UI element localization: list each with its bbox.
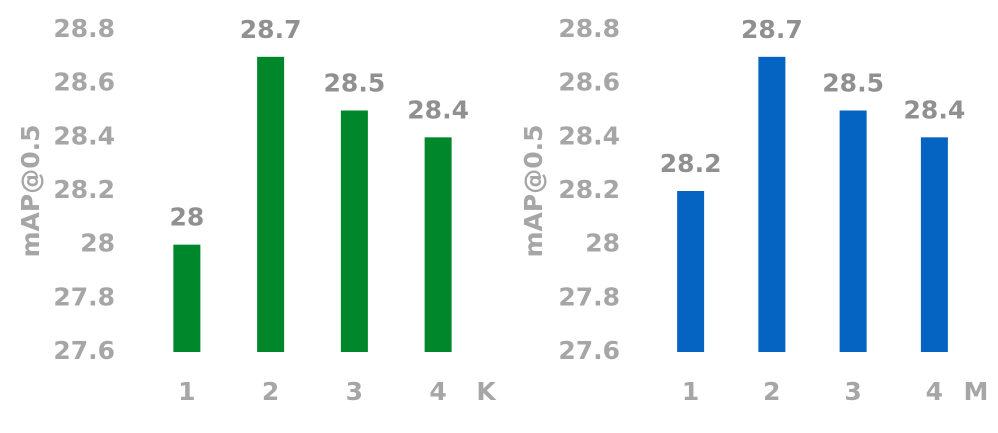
bar [758, 56, 786, 352]
y-tick-label: 27.8 [558, 282, 620, 311]
data-label: 28.5 [822, 69, 884, 98]
y-tick-label: 28 [585, 229, 620, 258]
x-axis-label: K [476, 377, 497, 406]
data-label: 28.4 [407, 95, 469, 124]
x-tick-label: 3 [346, 377, 363, 406]
x-tick-label: 2 [262, 377, 279, 406]
y-tick-label: 28.6 [558, 68, 620, 97]
x-tick-label: 4 [429, 377, 446, 406]
bar [340, 110, 368, 352]
bar [839, 110, 867, 352]
y-tick-label: 28.4 [558, 121, 620, 150]
y-tick-label: 28.4 [53, 121, 115, 150]
bar [424, 137, 452, 352]
x-tick-label: 2 [763, 377, 780, 406]
data-label: 28.5 [324, 69, 386, 98]
data-label: 28.7 [240, 15, 302, 44]
y-axis-label: mAP@0.5 [16, 124, 45, 257]
y-tick-label: 28.2 [53, 175, 115, 204]
x-tick-label: 3 [844, 377, 861, 406]
data-label: 28.4 [904, 95, 966, 124]
data-label: 28.7 [741, 15, 803, 44]
y-tick-label: 28 [80, 229, 115, 258]
y-axis-label: mAP@0.5 [519, 124, 548, 257]
bar [257, 56, 285, 352]
x-tick-label: 1 [178, 377, 195, 406]
y-tick-label: 28.8 [53, 14, 115, 43]
x-tick-label: 1 [682, 377, 699, 406]
y-tick-label: 27.6 [53, 336, 115, 365]
y-tick-label: 27.8 [53, 282, 115, 311]
data-label: 28.2 [660, 149, 722, 178]
bar [677, 191, 705, 352]
data-label: 28 [169, 203, 204, 232]
y-tick-label: 28.8 [558, 14, 620, 43]
y-tick-label: 28.6 [53, 68, 115, 97]
x-axis-label: M [964, 377, 989, 406]
bar [920, 137, 948, 352]
x-tick-label: 4 [926, 377, 943, 406]
y-tick-label: 28.2 [558, 175, 620, 204]
bar [173, 244, 201, 352]
y-tick-label: 27.6 [558, 336, 620, 365]
